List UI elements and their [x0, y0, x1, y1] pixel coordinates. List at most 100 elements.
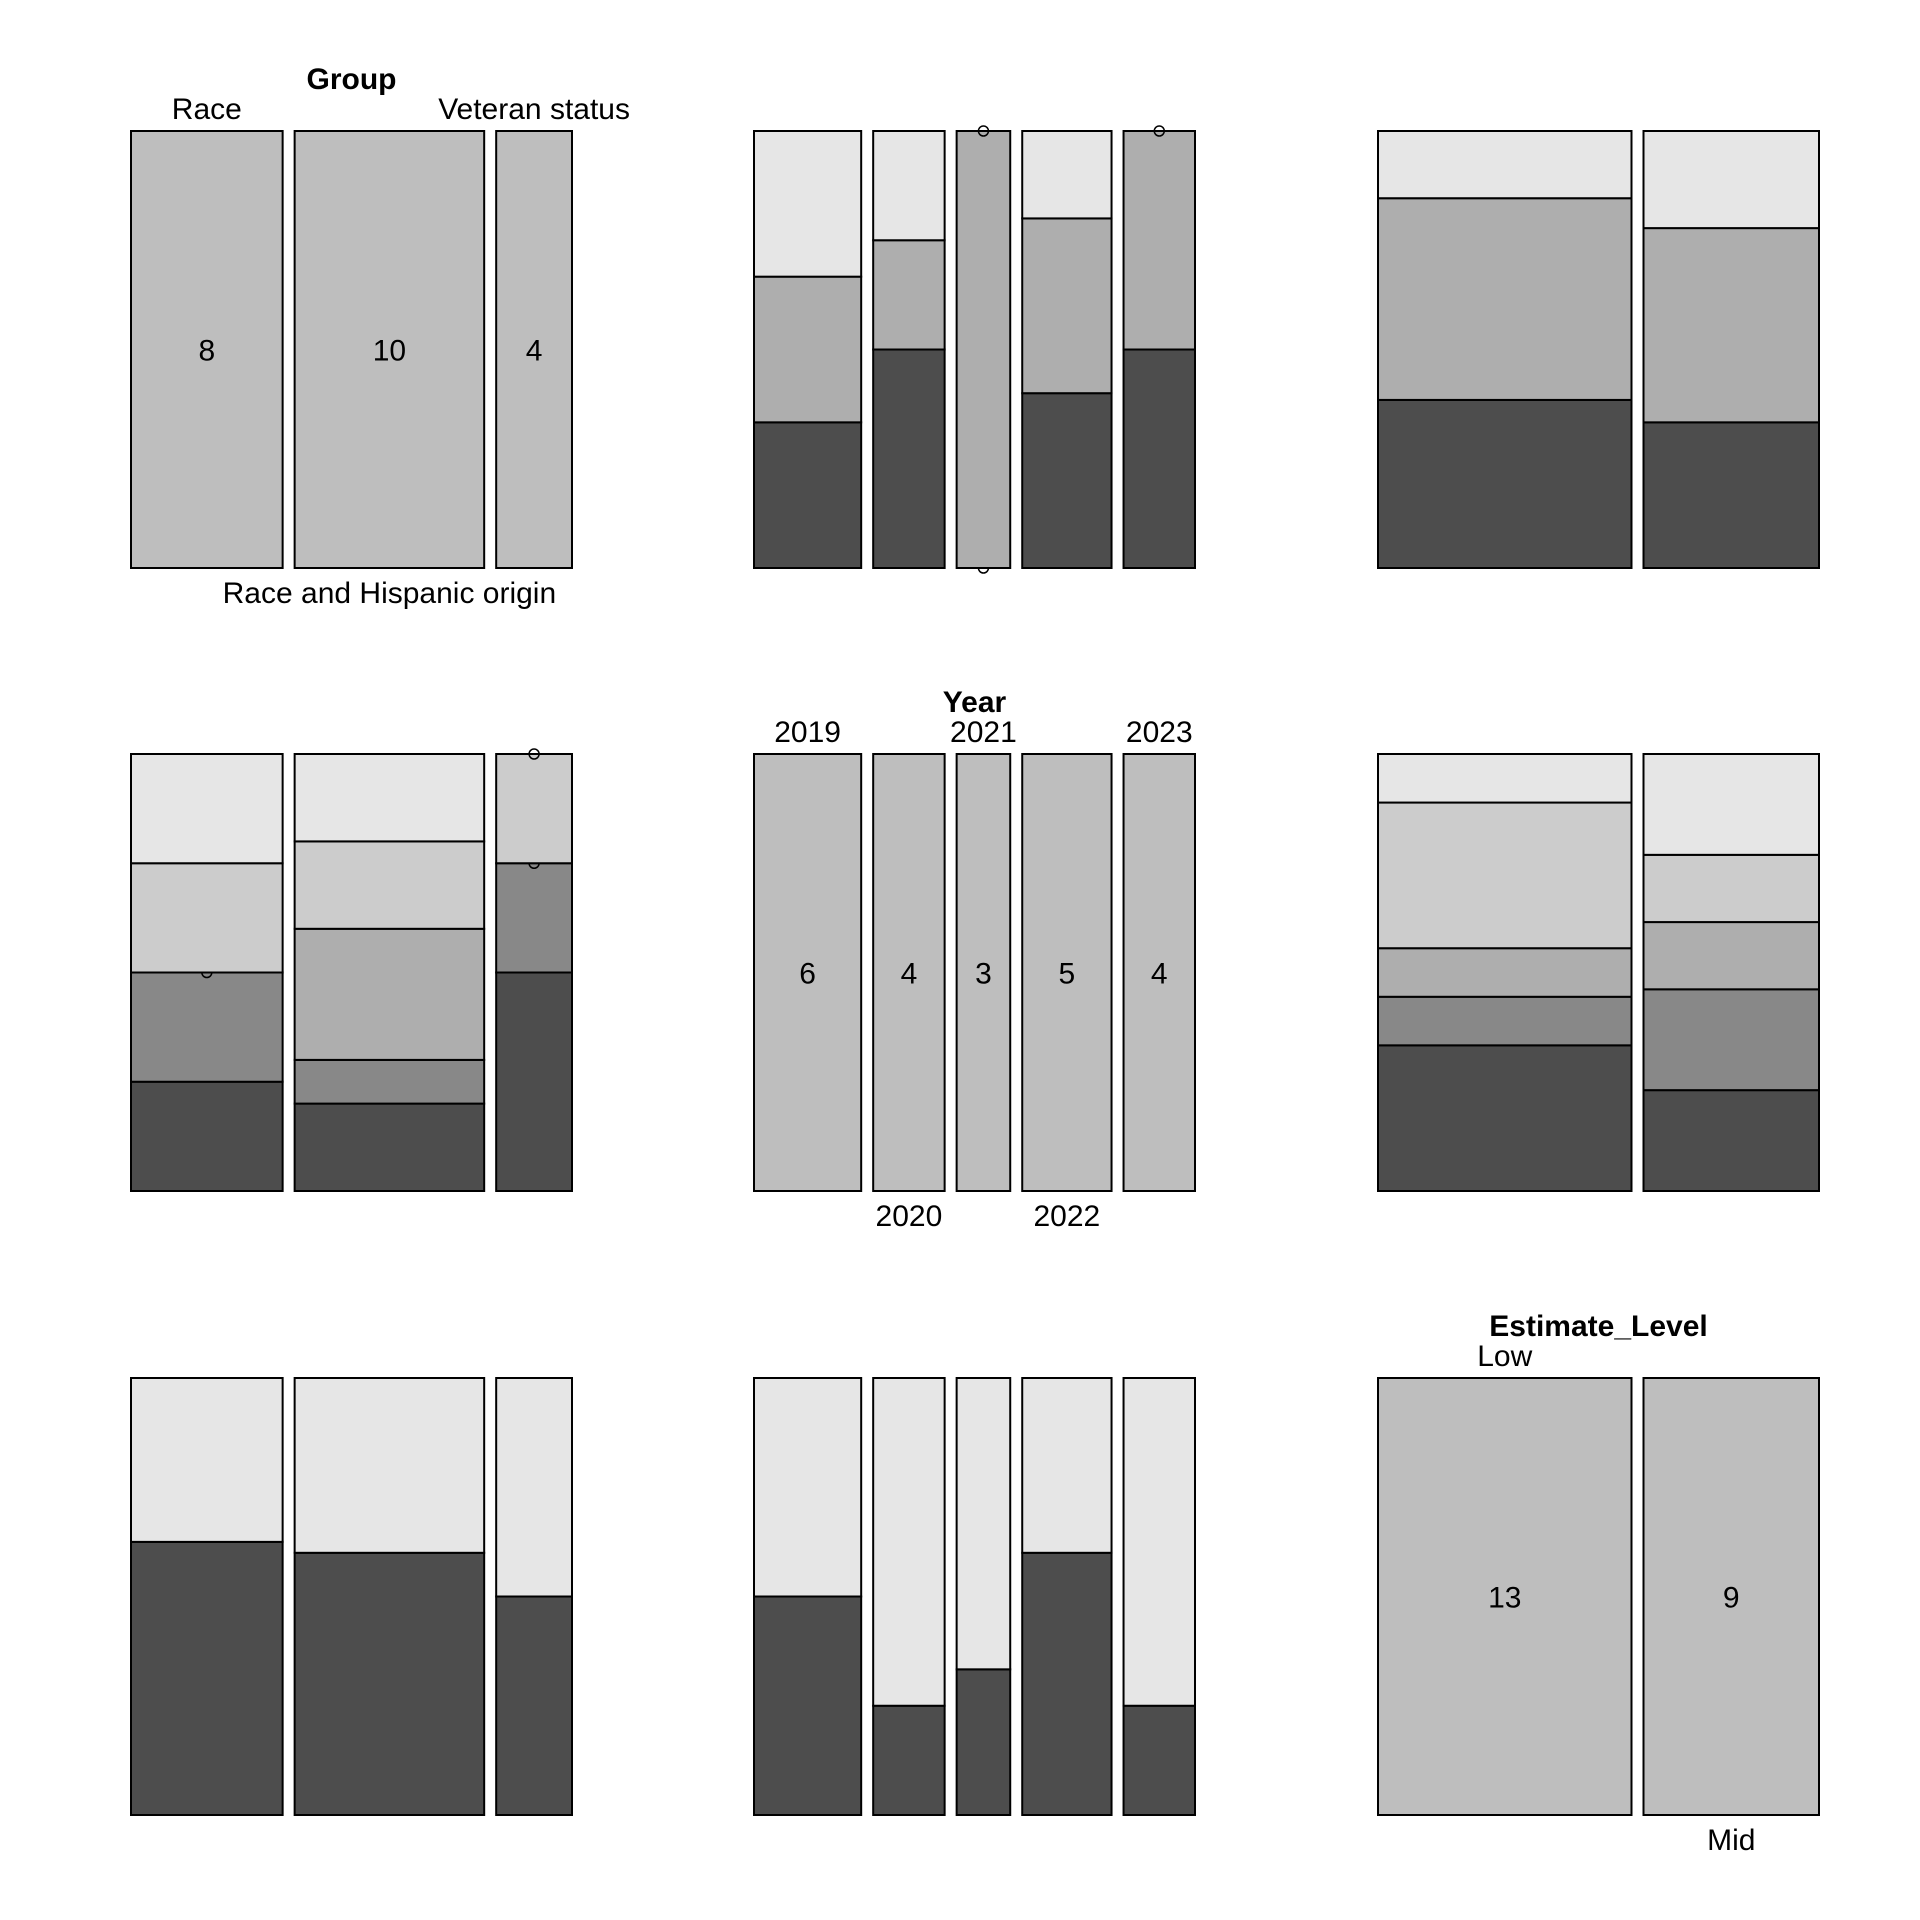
level-label: Mid — [1707, 1824, 1755, 1857]
empty-cell-marker — [977, 125, 990, 137]
variable-title: Group — [307, 63, 397, 96]
diag-panel-estimate_level — [1377, 1377, 1820, 1816]
mosaic-segment — [130, 862, 284, 974]
level-label: 2022 — [1034, 1200, 1101, 1233]
mosaic-segment — [1642, 921, 1820, 991]
mosaic-segment — [1377, 197, 1633, 401]
level-label: 2023 — [1126, 716, 1193, 749]
count-bar-low — [1377, 1377, 1633, 1816]
mosaic-segment — [872, 348, 946, 569]
mosaic-segment — [1021, 1377, 1113, 1554]
level-label: Low — [1477, 1340, 1532, 1373]
mosaic-segment — [293, 840, 486, 930]
count-bar-2022 — [1021, 753, 1113, 1192]
mosaic-year-by-estimate_level — [1377, 753, 1820, 1193]
empty-cell-marker — [1153, 125, 1166, 137]
mosaic-segment — [1021, 130, 1113, 220]
mosaic-segment — [1377, 753, 1633, 804]
count-label: 4 — [526, 335, 543, 368]
mosaic-segment — [872, 130, 946, 242]
mosaic-segment — [955, 1668, 1012, 1817]
diag-panel-group — [130, 130, 574, 569]
mosaic-segment — [1642, 753, 1820, 856]
mosaic-year-by-group — [130, 748, 574, 1192]
level-label: 2019 — [774, 716, 841, 749]
mosaic-segment — [293, 1551, 486, 1817]
mosaic-segment — [955, 130, 1012, 569]
mosaic-segment — [130, 1540, 284, 1816]
count-label: 6 — [799, 958, 816, 991]
mosaic-segment — [1377, 130, 1633, 200]
level-label: Veteran status — [438, 93, 630, 126]
mosaic-segment — [495, 1377, 574, 1598]
mosaic-segment — [1021, 1551, 1113, 1817]
mosaic-estimate_level-by-group — [130, 1377, 574, 1817]
count-label: 13 — [1488, 1582, 1521, 1615]
count-bar-mid — [1642, 1377, 1820, 1816]
mosaic-segment — [293, 1102, 486, 1192]
mosaic-segment — [1377, 398, 1633, 569]
mosaic-segment — [753, 275, 863, 424]
diag-panel-year — [753, 753, 1196, 1192]
mosaic-segment — [1122, 130, 1196, 351]
mosaic-group-by-estimate_level — [1377, 130, 1820, 570]
mosaic-segment — [753, 1595, 863, 1816]
mosaic-segment — [495, 753, 574, 865]
level-label: Race and Hispanic origin — [223, 577, 557, 610]
mosaic-segment — [1122, 348, 1196, 569]
mosaic-segment — [1377, 1044, 1633, 1193]
mosaic-segment — [1642, 227, 1820, 424]
level-label: 2020 — [876, 1200, 943, 1233]
mosaic-segment — [753, 421, 863, 570]
count-bar-2021 — [955, 753, 1012, 1192]
mosaic-segment — [293, 1058, 486, 1105]
mosaic-estimate_level-by-year — [753, 1377, 1196, 1817]
level-label: Race — [172, 93, 242, 126]
mosaic-segment — [1377, 947, 1633, 998]
count-label: 10 — [373, 335, 406, 368]
mosaic-segment — [872, 1704, 946, 1816]
level-label: 2021 — [950, 716, 1017, 749]
mosaic-segment — [1122, 1377, 1196, 1707]
mosaic-segment — [293, 927, 486, 1061]
mosaic-segment — [495, 971, 574, 1192]
count-label: 5 — [1059, 958, 1076, 991]
count-bar-2020 — [872, 753, 946, 1192]
mosaic-segment — [130, 753, 284, 865]
mosaic-segment — [1377, 801, 1633, 950]
mosaic-segment — [1642, 130, 1820, 230]
empty-cell-marker — [528, 748, 540, 760]
mosaic-segment — [1642, 988, 1820, 1092]
count-bar-veteran-status — [495, 130, 574, 569]
mosaic-segment — [130, 971, 284, 1083]
count-label: 8 — [198, 335, 215, 368]
count-label: 3 — [975, 958, 992, 991]
count-label: 9 — [1723, 1582, 1740, 1615]
mosaic-segment — [955, 1377, 1012, 1671]
variable-title: Year — [943, 686, 1007, 719]
mosaic-segment — [495, 1595, 574, 1816]
mosaic-segment — [753, 130, 863, 278]
variable-title: Estimate_Level — [1489, 1310, 1707, 1343]
mosaic-segment — [753, 1377, 863, 1598]
mosaic-segment — [293, 753, 486, 843]
count-bar-2023 — [1122, 753, 1196, 1192]
mosaic-segment — [495, 862, 574, 974]
mosaic-segment — [872, 1377, 946, 1707]
count-label: 4 — [901, 958, 918, 991]
mosaic-segment — [1642, 421, 1820, 570]
mosaic-segment — [293, 1377, 486, 1554]
mosaic-segment — [1642, 853, 1820, 924]
mosaic-segment — [1122, 1704, 1196, 1816]
mosaic-segment — [130, 1080, 284, 1192]
mosaic-segment — [130, 1377, 284, 1543]
count-bar-race — [130, 130, 284, 569]
mosaic-segment — [1642, 1089, 1820, 1192]
mosaic-segment — [1021, 392, 1113, 570]
mosaic-segment — [1377, 995, 1633, 1047]
count-label: 4 — [1151, 958, 1168, 991]
mosaic-segment — [872, 239, 946, 351]
count-bar-2019 — [753, 753, 863, 1192]
mosaic-group-by-year — [753, 125, 1196, 574]
